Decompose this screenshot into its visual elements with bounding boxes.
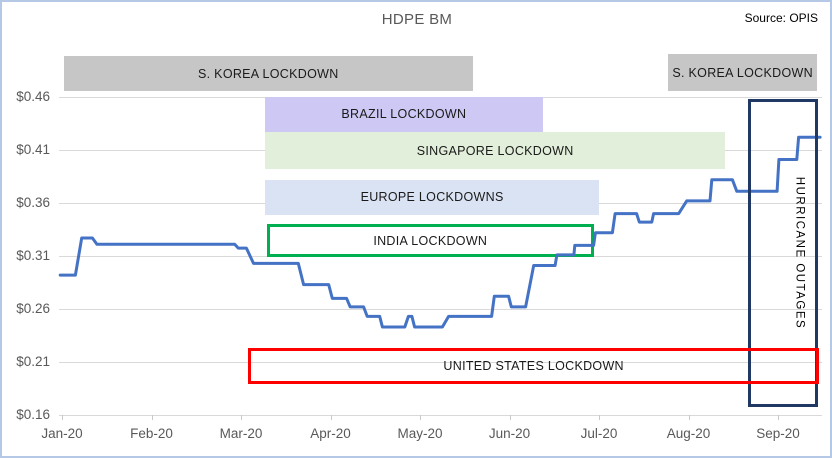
annotation-label: S. KOREA LOCKDOWN bbox=[672, 65, 813, 80]
chart-title: HDPE BM bbox=[381, 11, 453, 28]
x-axis-tick-label: Feb-20 bbox=[130, 426, 173, 441]
x-axis-tick-label: Sep-20 bbox=[756, 426, 800, 441]
annotation-india-lockdown: INDIA LOCKDOWN bbox=[266, 224, 594, 258]
y-axis-tick-label: $0.26 bbox=[16, 301, 50, 316]
x-axis-tick-label: Aug-20 bbox=[666, 426, 711, 441]
annotation-label: INDIA LOCKDOWN bbox=[373, 233, 488, 248]
y-axis-tick-label: $0.21 bbox=[16, 354, 50, 369]
annotation-europe-lockdowns: EUROPE LOCKDOWNS bbox=[265, 179, 599, 215]
x-axis-tick-label: Jan-20 bbox=[41, 426, 83, 441]
x-axis-tick-label: Jul-20 bbox=[580, 426, 618, 441]
annotation-skorea-lockdown-right: S. KOREA LOCKDOWN bbox=[667, 54, 818, 92]
annotation-singapore-lockdown: SINGAPORE LOCKDOWN bbox=[265, 131, 726, 170]
annotation-united-states-lockdown: UNITED STATES LOCKDOWN bbox=[248, 348, 820, 385]
x-axis-tick-label: Apr-20 bbox=[310, 426, 351, 441]
y-axis-tick-label: $0.41 bbox=[16, 142, 50, 157]
y-axis-tick-label: $0.36 bbox=[16, 195, 50, 210]
annotation-skorea-lockdown-left: S. KOREA LOCKDOWN bbox=[63, 56, 473, 92]
annotation-label: UNITED STATES LOCKDOWN bbox=[443, 359, 624, 374]
annotation-label: EUROPE LOCKDOWNS bbox=[360, 190, 504, 205]
y-axis-tick-label: $0.16 bbox=[16, 407, 50, 422]
annotation-label: SINGAPORE LOCKDOWN bbox=[416, 143, 574, 158]
source-label: Source: OPIS bbox=[744, 11, 818, 25]
annotation-brazil-lockdown: BRAZIL LOCKDOWN bbox=[265, 97, 543, 132]
annotation-label: HURRICANE OUTAGES bbox=[793, 176, 806, 330]
annotation-label: BRAZIL LOCKDOWN bbox=[341, 107, 467, 122]
y-axis-tick-label: $0.46 bbox=[16, 89, 50, 104]
y-axis-tick-label: $0.31 bbox=[16, 248, 50, 263]
x-axis-tick-label: Mar-20 bbox=[219, 426, 263, 441]
x-axis-tick-label: Jun-20 bbox=[488, 426, 531, 441]
annotation-label: S. KOREA LOCKDOWN bbox=[198, 66, 339, 81]
x-axis-tick-label: May-20 bbox=[397, 426, 443, 441]
